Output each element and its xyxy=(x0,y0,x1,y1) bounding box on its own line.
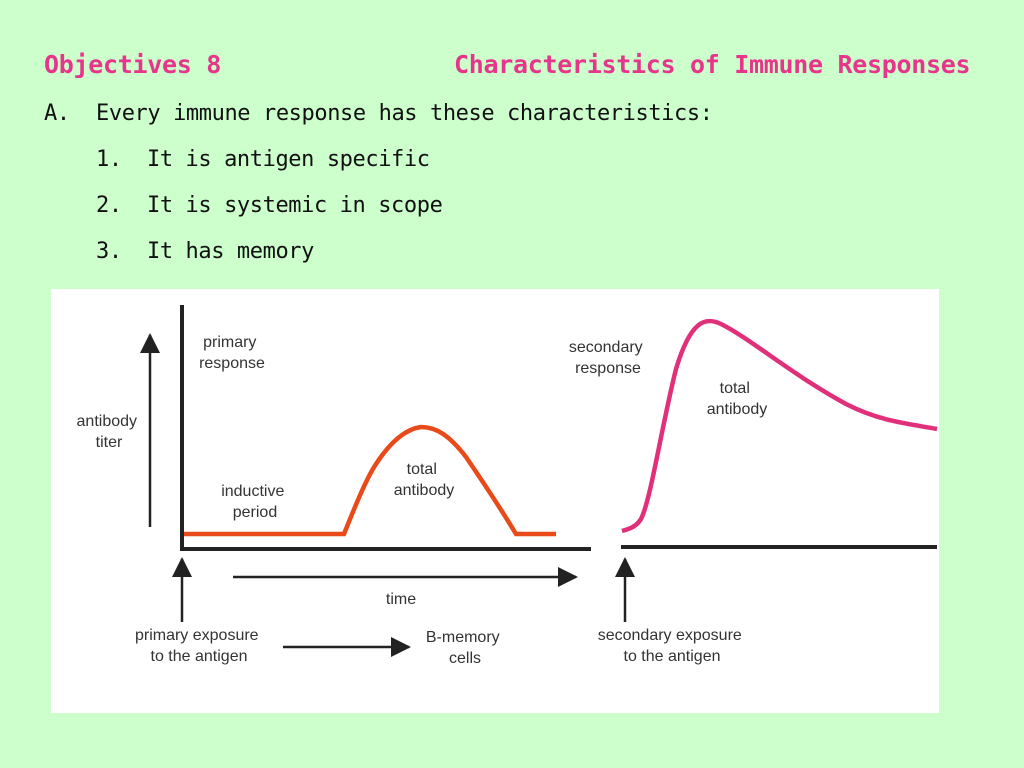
slide-subtitle: Characteristics of Immune Responses xyxy=(454,50,971,79)
time-label: time xyxy=(386,591,416,608)
primary-response-label: primary response xyxy=(199,334,265,372)
immune-response-diagram: antibody titer primary response inductiv… xyxy=(51,289,939,713)
secondary-exposure-label: secondary exposure to the antigen xyxy=(598,627,747,665)
inductive-period-label: inductive period xyxy=(221,483,289,521)
secondary-response-label: secondary response xyxy=(569,339,647,377)
characteristic-text: It has memory xyxy=(147,239,314,264)
characteristic-text: It is systemic in scope xyxy=(147,193,443,218)
diagram-svg: antibody titer primary response inductiv… xyxy=(77,305,938,667)
b-memory-label: B-memory cells xyxy=(426,629,504,667)
intro-text: Every immune response has these characte… xyxy=(96,101,713,126)
slide-title: Objectives 8 xyxy=(44,50,222,79)
characteristic-number: 2. xyxy=(96,193,122,218)
primary-total-antibody-label: total antibody xyxy=(394,461,455,499)
primary-response-curve xyxy=(184,424,556,537)
characteristic-number: 3. xyxy=(96,239,122,264)
characteristic-number: 1. xyxy=(96,147,122,172)
secondary-response-curve xyxy=(621,318,938,534)
intro-marker: A. xyxy=(44,101,70,126)
characteristic-text: It is antigen specific xyxy=(147,147,430,172)
y-axis-label: antibody titer xyxy=(77,413,142,451)
secondary-total-antibody-label: total antibody xyxy=(707,380,768,418)
primary-exposure-label: primary exposure to the antigen xyxy=(135,627,263,665)
